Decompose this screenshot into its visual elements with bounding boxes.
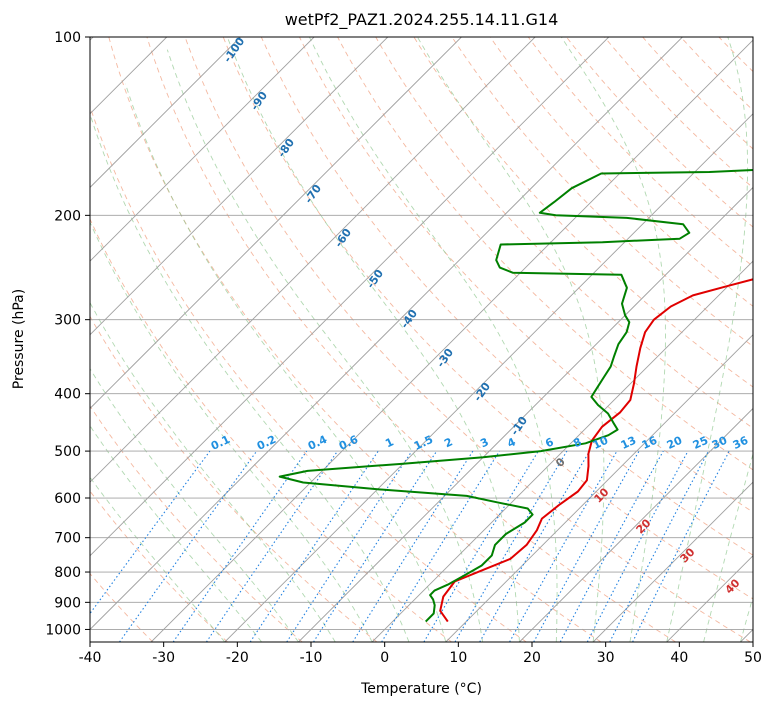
y-axis-label: Pressure (hPa) bbox=[11, 289, 27, 389]
y-tick-label: 800 bbox=[54, 565, 81, 581]
y-tick-label: 500 bbox=[54, 444, 81, 460]
y-tick-label: 600 bbox=[54, 491, 81, 507]
chart-title: wetPf2_PAZ1.2024.255.14.11.G14 bbox=[285, 10, 559, 30]
y-tick-label: 300 bbox=[54, 313, 81, 329]
y-tick-label: 700 bbox=[54, 531, 81, 547]
x-tick-label: -30 bbox=[152, 650, 175, 666]
x-axis-label: Temperature (°C) bbox=[360, 681, 482, 697]
x-tick-label: 0 bbox=[380, 650, 389, 666]
x-tick-label: 30 bbox=[597, 650, 615, 666]
x-tick-label: -20 bbox=[226, 650, 249, 666]
y-tick-label: 400 bbox=[54, 387, 81, 403]
y-tick-label: 1000 bbox=[45, 622, 81, 638]
y-tick-label: 200 bbox=[54, 208, 81, 224]
y-tick-label: 100 bbox=[54, 30, 81, 46]
x-tick-label: -40 bbox=[79, 650, 102, 666]
x-tick-label: 50 bbox=[744, 650, 762, 666]
y-tick-label: 900 bbox=[54, 595, 81, 611]
x-tick-label: 10 bbox=[449, 650, 467, 666]
x-tick-label: 20 bbox=[523, 650, 541, 666]
x-tick-label: -10 bbox=[300, 650, 323, 666]
x-tick-label: 40 bbox=[670, 650, 688, 666]
